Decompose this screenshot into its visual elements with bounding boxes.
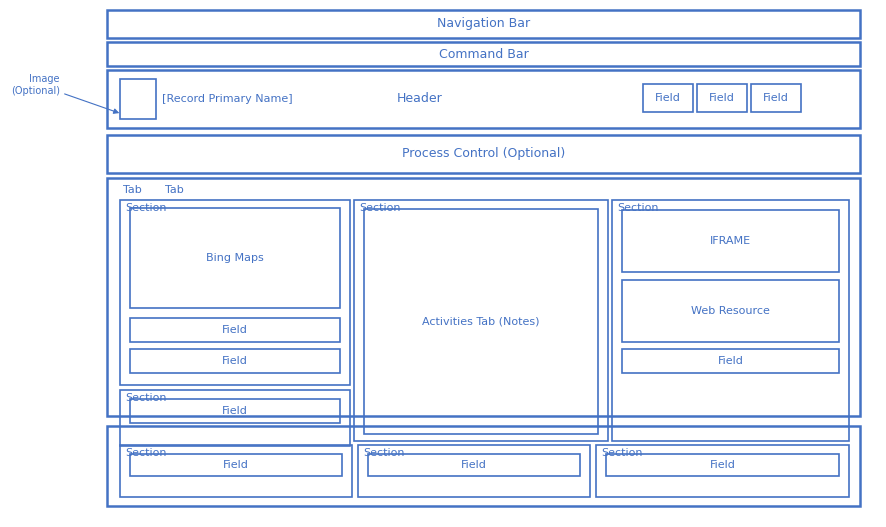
- Bar: [120, 445, 352, 497]
- Bar: [611, 200, 848, 441]
- Text: Field: Field: [222, 406, 248, 416]
- Bar: [130, 208, 339, 308]
- Text: Image
(Optional): Image (Optional): [11, 74, 60, 96]
- Bar: [107, 70, 859, 128]
- Text: Field: Field: [762, 93, 788, 103]
- Bar: [107, 10, 859, 38]
- Text: Field: Field: [461, 460, 486, 470]
- Text: Field: Field: [222, 460, 249, 470]
- Bar: [130, 349, 339, 373]
- Text: Tab: Tab: [123, 185, 142, 195]
- Text: Field: Field: [655, 93, 680, 103]
- Bar: [130, 454, 342, 476]
- Bar: [368, 454, 579, 476]
- Text: Section: Section: [359, 203, 400, 213]
- Text: Field: Field: [708, 93, 734, 103]
- Bar: [605, 454, 838, 476]
- Text: Section: Section: [601, 448, 641, 458]
- Bar: [107, 135, 859, 173]
- Bar: [130, 399, 339, 423]
- Text: Navigation Bar: Navigation Bar: [437, 17, 530, 31]
- Bar: [107, 178, 859, 416]
- Text: Field: Field: [717, 356, 742, 366]
- Bar: [354, 200, 607, 441]
- Bar: [696, 84, 746, 112]
- Bar: [621, 280, 838, 342]
- Bar: [621, 349, 838, 373]
- Text: [Record Primary Name]: [Record Primary Name]: [162, 94, 292, 104]
- Text: Command Bar: Command Bar: [439, 47, 528, 61]
- Text: Process Control (Optional): Process Control (Optional): [401, 148, 564, 161]
- Bar: [107, 426, 859, 506]
- Text: IFRAME: IFRAME: [709, 236, 750, 246]
- Bar: [120, 79, 156, 119]
- Text: Field: Field: [222, 325, 248, 335]
- Text: Section: Section: [125, 393, 167, 403]
- Bar: [642, 84, 692, 112]
- Text: Activities Tab (Notes): Activities Tab (Notes): [422, 317, 540, 327]
- Text: Header: Header: [397, 93, 442, 105]
- Text: Section: Section: [125, 203, 167, 213]
- Bar: [595, 445, 848, 497]
- Bar: [120, 200, 350, 385]
- Bar: [120, 390, 350, 446]
- Bar: [750, 84, 800, 112]
- Text: Section: Section: [125, 448, 167, 458]
- Text: Web Resource: Web Resource: [690, 306, 769, 316]
- Bar: [621, 210, 838, 272]
- Bar: [358, 445, 589, 497]
- Bar: [363, 209, 597, 434]
- Text: Field: Field: [222, 356, 248, 366]
- Text: Tab: Tab: [165, 185, 183, 195]
- Text: Field: Field: [709, 460, 734, 470]
- Text: Section: Section: [617, 203, 657, 213]
- Text: Bing Maps: Bing Maps: [206, 253, 263, 263]
- Text: Section: Section: [362, 448, 404, 458]
- Bar: [130, 318, 339, 342]
- Bar: [107, 42, 859, 66]
